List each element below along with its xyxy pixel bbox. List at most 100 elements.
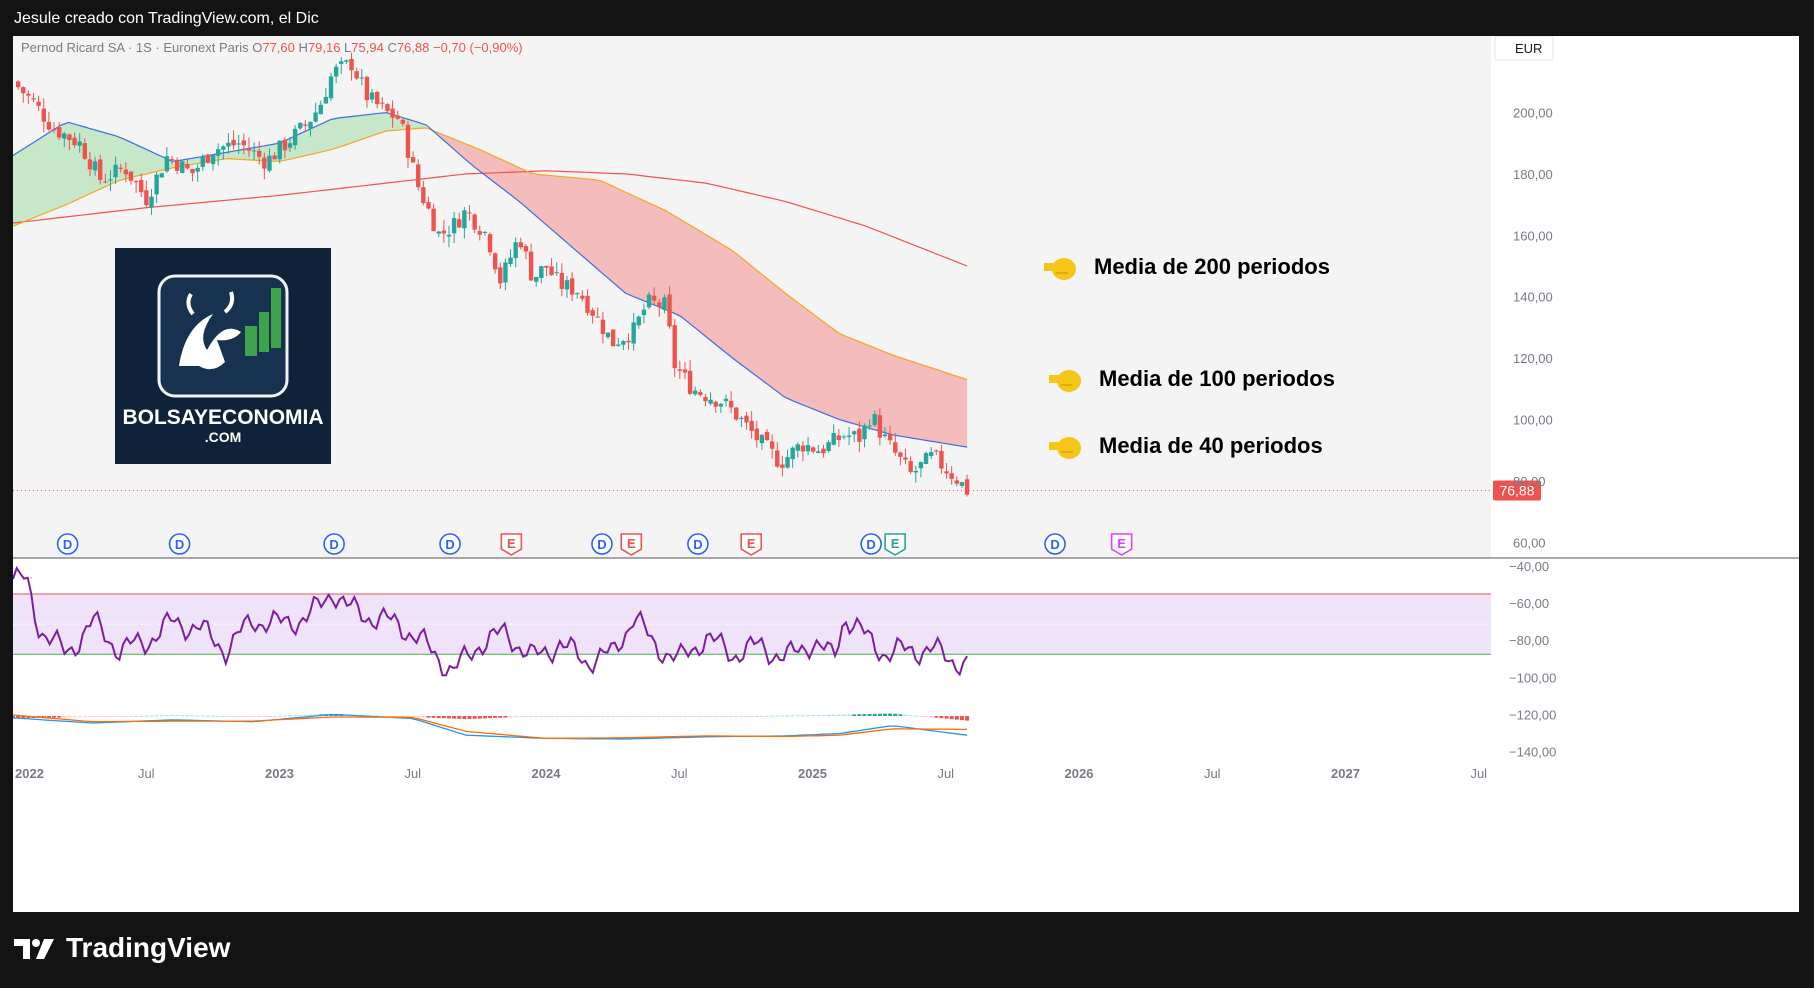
- candle: [77, 133, 82, 153]
- candle: [436, 230, 441, 237]
- candle-body: [210, 155, 216, 165]
- macd-bar: [688, 716, 693, 717]
- time-tick-label: 2027: [1331, 766, 1360, 781]
- macd-bar: [298, 714, 303, 716]
- macd-bar: [175, 715, 180, 717]
- candle-body: [949, 473, 954, 479]
- candle-body: [554, 272, 559, 274]
- candle-body: [180, 161, 185, 174]
- candle-body: [390, 108, 395, 118]
- candle-body: [257, 150, 262, 157]
- annotation-ma40: Media de 40 periodos: [1049, 433, 1323, 459]
- candle-body: [313, 112, 318, 122]
- logo-text-main: BOLSAYECONOMIA: [122, 406, 323, 429]
- candle: [682, 361, 688, 379]
- macd-bar: [144, 715, 149, 717]
- candle-body: [687, 370, 693, 394]
- dividend-letter: D: [445, 537, 454, 552]
- candle: [308, 121, 313, 137]
- macd-bar: [441, 716, 446, 719]
- candle: [21, 86, 26, 103]
- price-tick-label: 140,00: [1513, 290, 1553, 305]
- annotation-label: Media de 100 periodos: [1099, 366, 1335, 391]
- candle-body: [816, 451, 821, 454]
- candle: [441, 220, 447, 243]
- macd-bar: [872, 713, 877, 716]
- macd-bar: [775, 715, 780, 717]
- dividend-marker: D: [56, 533, 79, 555]
- candle-body: [56, 126, 62, 138]
- candle-body: [944, 471, 949, 474]
- candle-body: [426, 202, 431, 209]
- candle: [210, 154, 216, 171]
- candle-body: [826, 442, 831, 452]
- tradingview-footer[interactable]: TradingView: [14, 932, 230, 964]
- earnings-marker: E: [500, 533, 523, 556]
- candle-body: [82, 143, 88, 159]
- candle-body: [739, 417, 744, 419]
- candle: [954, 476, 960, 487]
- candle: [657, 298, 662, 317]
- candle: [877, 408, 883, 446]
- macd-bar: [467, 716, 472, 719]
- candle: [651, 287, 657, 305]
- earnings-shape: [620, 533, 643, 556]
- candle: [882, 427, 888, 438]
- annotation-label: Media de 200 periodos: [1094, 254, 1330, 279]
- candle: [857, 421, 862, 453]
- chart-area[interactable]: 76,88 200,00 180,00 160,00 140,00 120,00 100,0…: [11, 35, 1799, 912]
- candle-body: [159, 173, 164, 178]
- macd-bar: [180, 715, 185, 717]
- macd-bar: [877, 713, 882, 716]
- candle-body: [190, 168, 195, 174]
- macd-bar: [939, 716, 944, 719]
- time-tick-label: Jul: [671, 766, 688, 781]
- candle: [190, 168, 195, 182]
- candle: [159, 172, 164, 178]
- macd-bar: [806, 715, 811, 717]
- candle-body: [759, 434, 765, 444]
- candle-body: [287, 143, 293, 148]
- dividend-marker: D: [439, 533, 461, 555]
- time-tick-label: 2023: [265, 766, 294, 781]
- macd-bar: [559, 716, 564, 717]
- candle-body: [764, 431, 770, 441]
- macd-bar: [672, 716, 677, 717]
- candle: [708, 392, 713, 406]
- chart-svg[interactable]: 76,88 200,00 180,00 160,00 140,00 120,00 100,0…: [11, 35, 1799, 912]
- candle-body: [72, 137, 77, 146]
- candle-body: [169, 158, 175, 160]
- candle-body: [887, 434, 893, 441]
- macd-bar: [954, 716, 959, 720]
- candle-body: [734, 407, 739, 420]
- candle-body: [492, 253, 498, 270]
- macd-bar: [677, 716, 682, 717]
- candle: [928, 447, 934, 460]
- candle: [144, 180, 149, 208]
- candle-body: [405, 124, 411, 158]
- candle-body: [810, 447, 816, 452]
- candle-body: [564, 280, 570, 290]
- macd-bar: [293, 715, 298, 717]
- ohlc-legend: Pernod Ricard SA · 1S · Euronext Paris O…: [21, 40, 523, 55]
- macd-bar: [16, 716, 21, 719]
- macd-bar: [426, 716, 431, 718]
- macd-bar: [682, 716, 687, 717]
- candle-body: [877, 415, 883, 438]
- candle-body: [149, 196, 154, 208]
- candle-body: [487, 234, 493, 253]
- price-tick-label: 120,00: [1513, 351, 1553, 366]
- candle: [739, 415, 744, 428]
- candle-body: [621, 341, 626, 345]
- candle: [185, 159, 190, 170]
- macd-bar: [431, 716, 436, 718]
- annotation-ma200: Media de 200 periodos: [1044, 254, 1330, 280]
- candle-body: [626, 340, 631, 343]
- candle-body: [349, 58, 354, 71]
- candle: [272, 152, 277, 160]
- macd-bar: [965, 716, 970, 721]
- logo-candle: [271, 288, 281, 348]
- candle-body: [682, 369, 688, 373]
- macd-bar: [98, 716, 103, 717]
- macd-bar: [395, 716, 400, 717]
